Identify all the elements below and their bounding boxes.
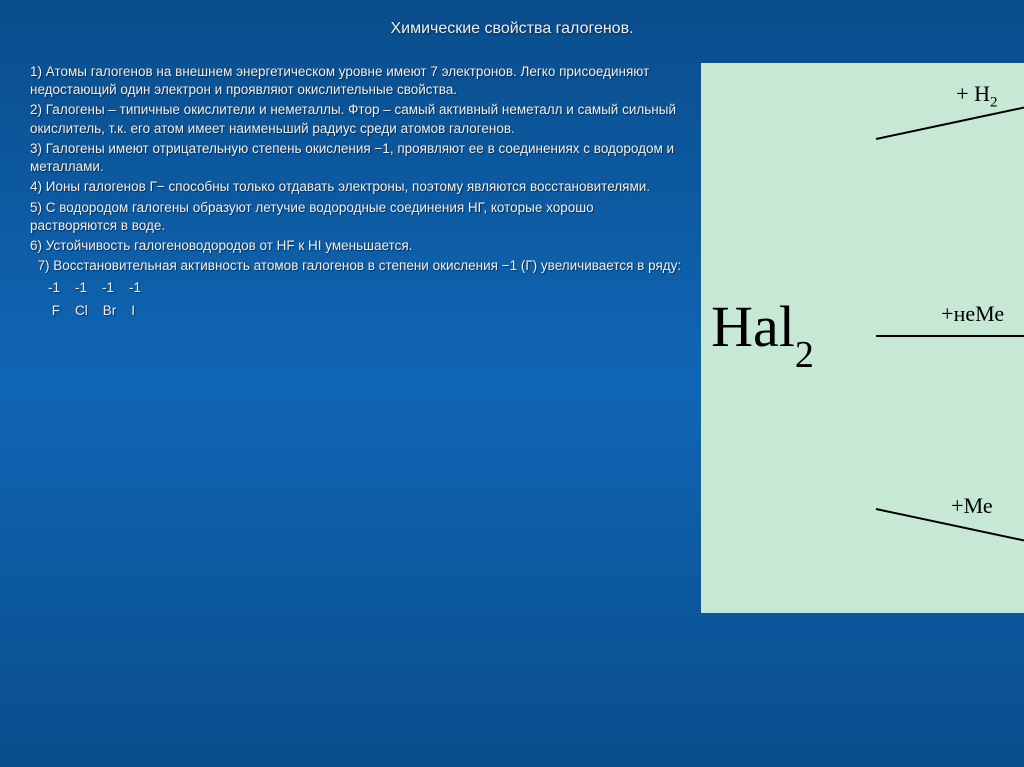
arrow-1 bbox=[876, 93, 1024, 139]
diagram-column: Hal2 + H2 +1 -1 HHal +неМе +n -1 неМеHal… bbox=[701, 63, 1024, 747]
slide: Химические свойства галогенов. 1) Атомы … bbox=[0, 0, 1024, 767]
reactant-sub: 2 bbox=[795, 334, 814, 376]
oxidation-row: -1 -1 -1 -1 bbox=[48, 279, 681, 297]
point-2: 2) Галогены – типичные окислители и неме… bbox=[30, 101, 681, 137]
reagent-3: +Ме bbox=[951, 493, 992, 519]
reagent-1: + H2 bbox=[956, 81, 997, 111]
point-6: 6) Устойчивость галогеноводородов от HF … bbox=[30, 237, 681, 255]
point-1: 1) Атомы галогенов на внешнем энергетиче… bbox=[30, 63, 681, 99]
arrow-2 bbox=[876, 335, 1024, 337]
reactant-text: Hal bbox=[711, 294, 795, 359]
point-7: 7) Восстановительная активность атомов г… bbox=[30, 257, 681, 275]
point-3: 3) Галогены имеют отрицательную степень … bbox=[30, 140, 681, 176]
reagent-2: +неМе bbox=[941, 301, 1004, 327]
reaction-diagram: Hal2 + H2 +1 -1 HHal +неМе +n -1 неМеHal… bbox=[701, 63, 1024, 613]
content-row: 1) Атомы галогенов на внешнем энергетиче… bbox=[30, 63, 994, 747]
diagram-reactant: Hal2 bbox=[711, 293, 814, 369]
point-4: 4) Ионы галогенов Г− способны только отд… bbox=[30, 178, 681, 196]
elements-row: F Cl Br I bbox=[48, 302, 681, 320]
arrow-3 bbox=[876, 508, 1024, 554]
point-5: 5) С водородом галогены образуют летучие… bbox=[30, 199, 681, 235]
text-column: 1) Атомы галогенов на внешнем энергетиче… bbox=[30, 63, 681, 747]
slide-title: Химические свойства галогенов. bbox=[30, 20, 994, 38]
